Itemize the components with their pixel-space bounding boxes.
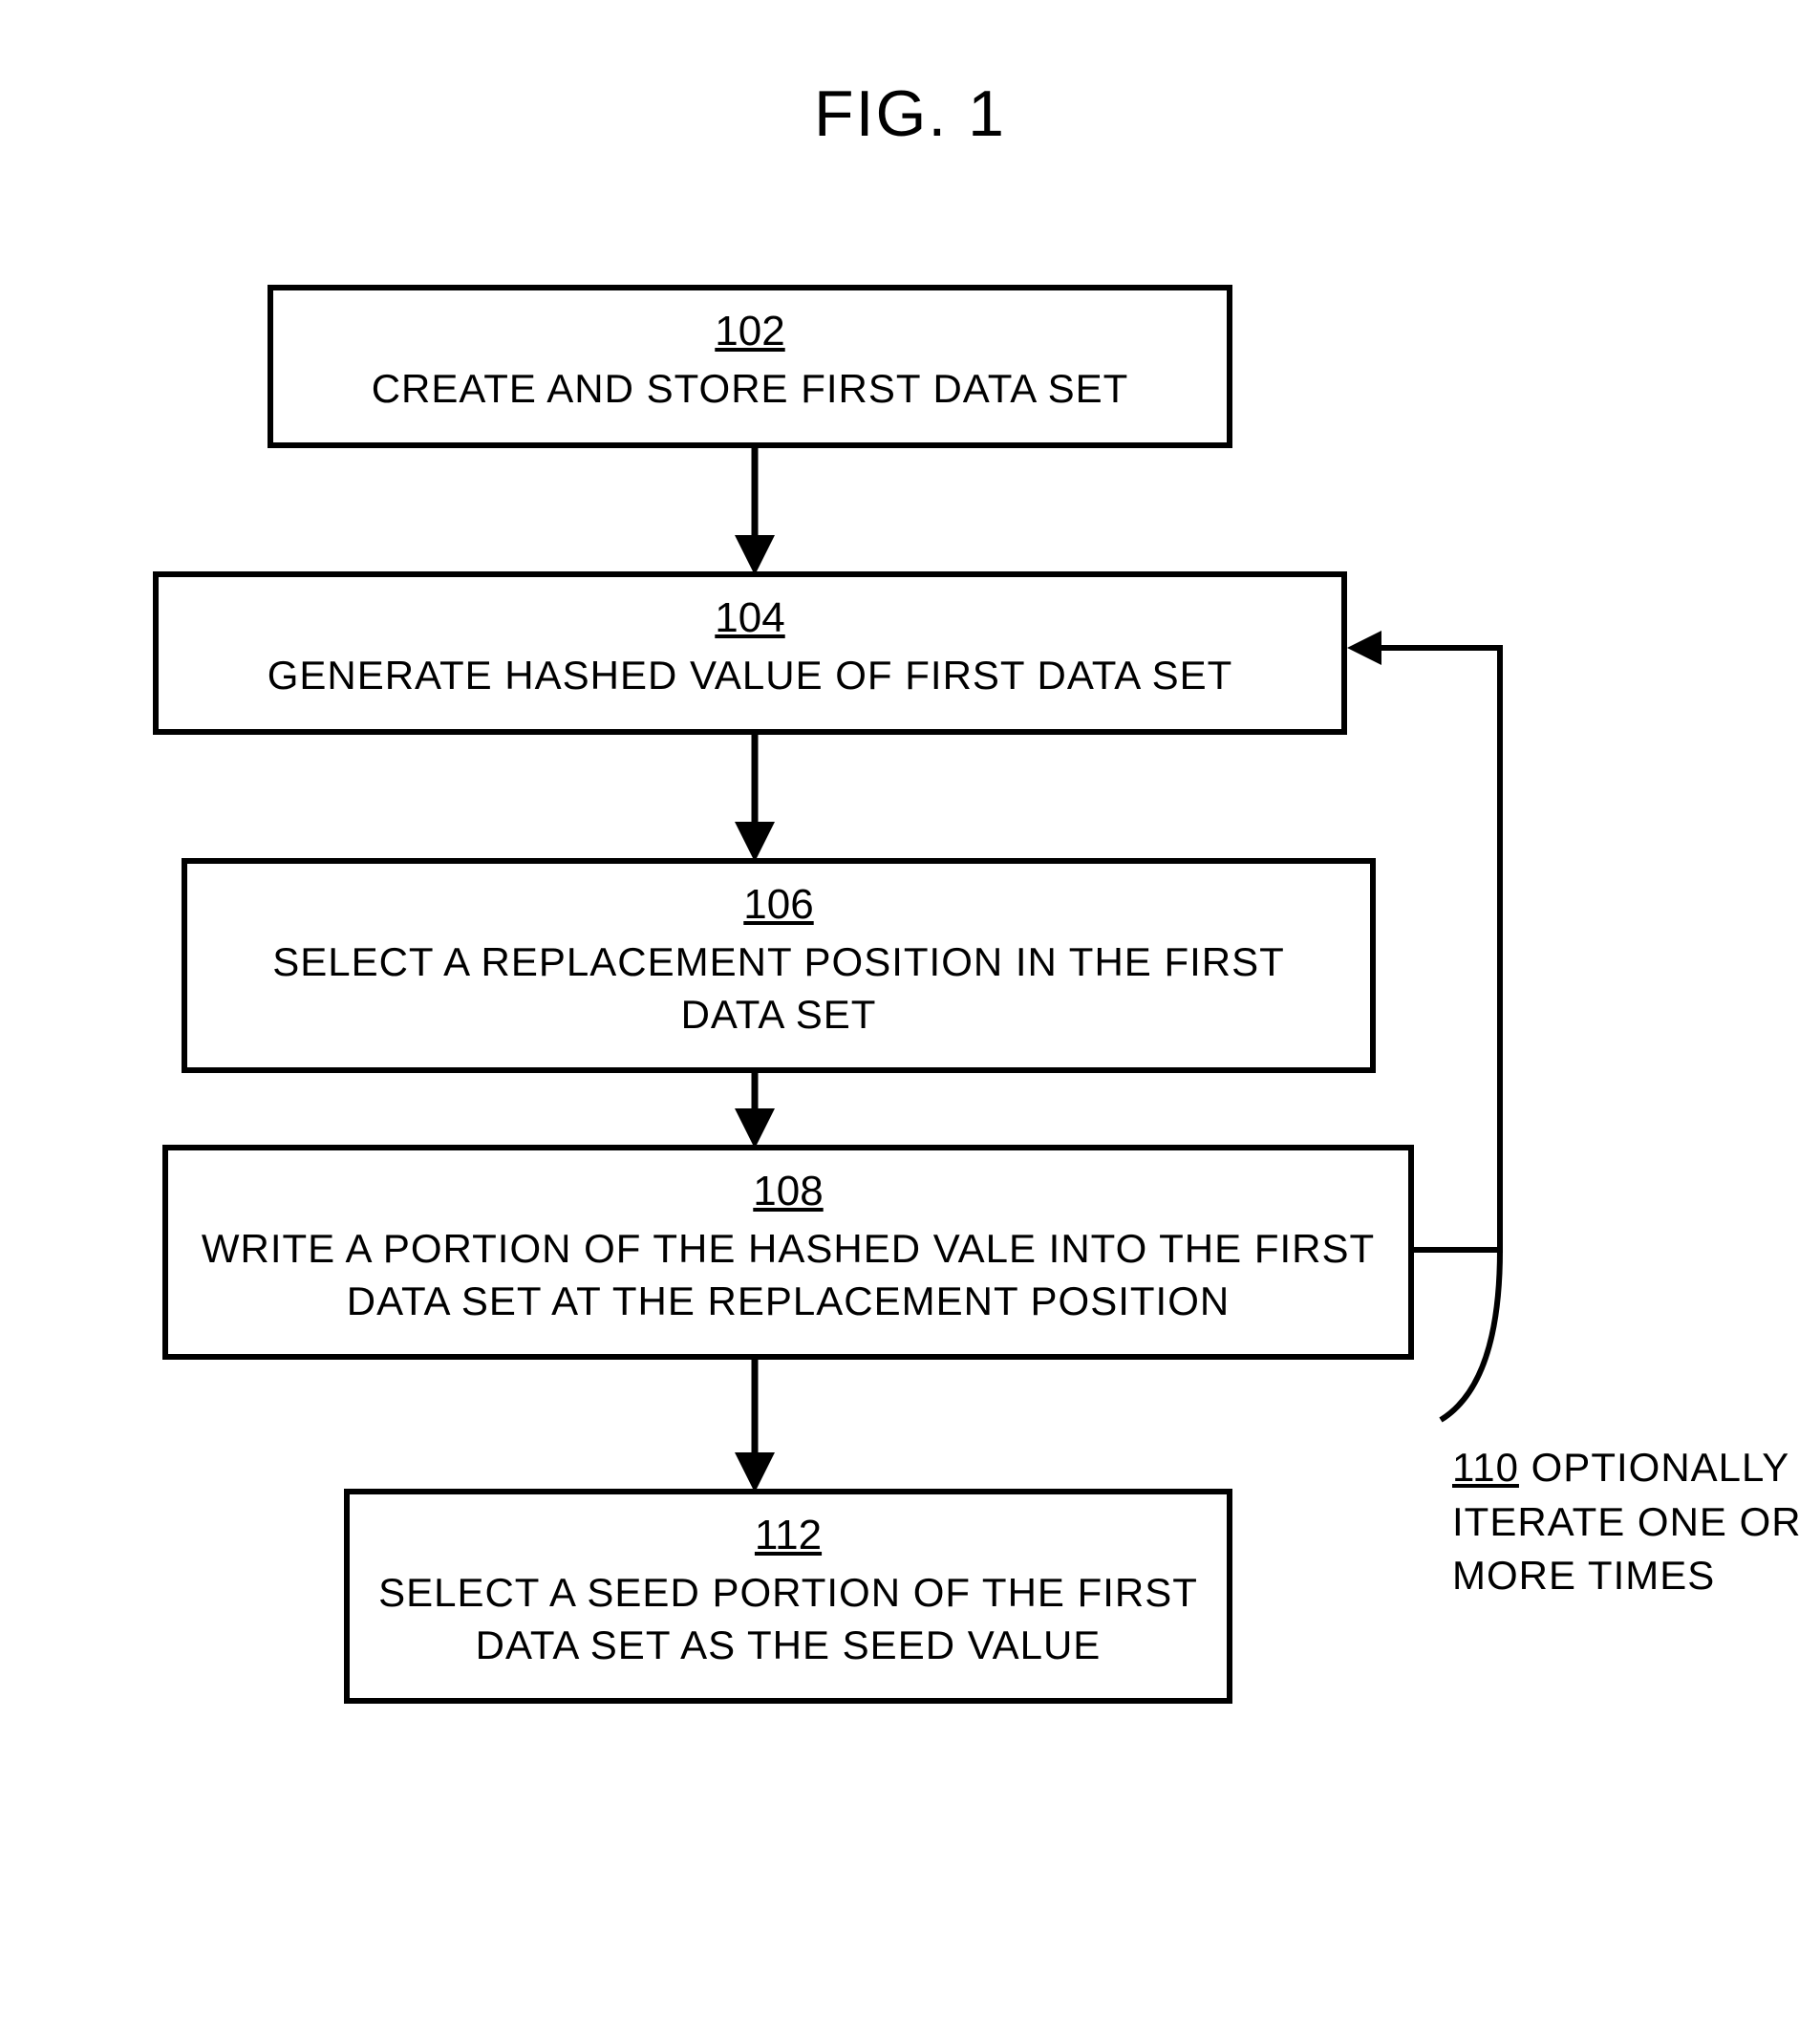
box-104: 104 GENERATE HASHED VALUE OF FIRST DATA … (153, 571, 1347, 735)
label-110: 110 OPTIONALLY ITERATE ONE OR MORE TIMES (1452, 1441, 1820, 1603)
flowchart-container: 102 CREATE AND STORE FIRST DATA SET 104 … (96, 285, 1739, 1718)
box-106: 106 SELECT A REPLACEMENT POSITION IN THE… (182, 858, 1376, 1073)
box-112-text: SELECT A SEED PORTION OF THE FIRST DATA … (378, 1570, 1198, 1667)
box-106-text: SELECT A REPLACEMENT POSITION IN THE FIR… (272, 939, 1285, 1037)
box-106-number: 106 (216, 881, 1341, 929)
figure-title: FIG. 1 (96, 76, 1724, 151)
box-108-text: WRITE A PORTION OF THE HASHED VALE INTO … (202, 1226, 1375, 1323)
box-104-number: 104 (187, 594, 1313, 642)
box-112: 112 SELECT A SEED PORTION OF THE FIRST D… (344, 1489, 1232, 1704)
box-108-number: 108 (197, 1168, 1380, 1215)
loop-tail (1441, 1250, 1500, 1420)
label-110-number: 110 (1452, 1445, 1519, 1490)
box-104-text: GENERATE HASHED VALUE OF FIRST DATA SET (268, 653, 1233, 698)
box-108: 108 WRITE A PORTION OF THE HASHED VALE I… (162, 1145, 1414, 1360)
box-102: 102 CREATE AND STORE FIRST DATA SET (268, 285, 1232, 448)
box-112-number: 112 (378, 1512, 1198, 1559)
box-102-number: 102 (302, 308, 1198, 355)
box-102-text: CREATE AND STORE FIRST DATA SET (372, 366, 1129, 411)
